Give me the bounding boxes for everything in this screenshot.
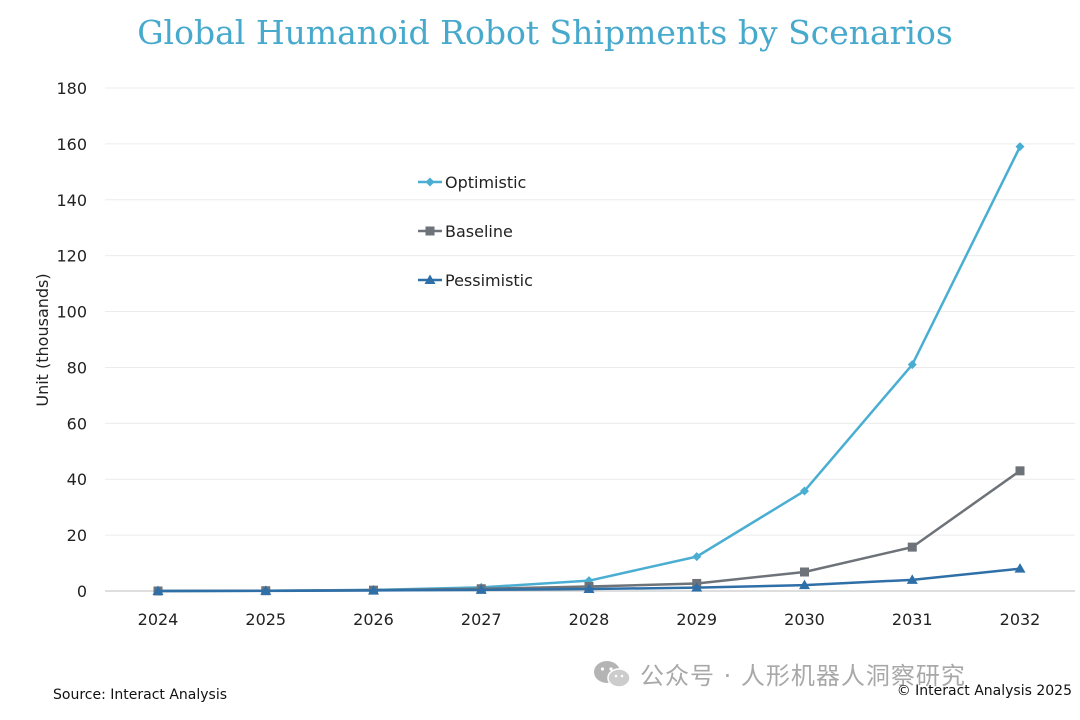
legend-item-optimistic: Optimistic	[418, 173, 526, 192]
y-tick-label: 180	[56, 79, 87, 98]
y-tick-label: 20	[67, 526, 87, 545]
x-tick-label: 2027	[461, 610, 502, 629]
legend-marker	[425, 177, 435, 187]
legend-marker	[424, 274, 436, 284]
data-point	[368, 584, 379, 595]
y-tick-label: 40	[67, 470, 87, 489]
y-axis-label: Unit (thousands)	[33, 273, 52, 406]
watermark: 公众号 · 人形机器人洞察研究	[592, 656, 966, 691]
y-axis-ticks: 0 20 40 60 80 100 120 140 160 180	[56, 79, 87, 601]
data-point	[1014, 563, 1026, 573]
x-tick-label: 2032	[1000, 610, 1041, 629]
y-tick-label: 0	[77, 582, 87, 601]
data-point	[906, 574, 918, 584]
y-tick-label: 100	[56, 303, 87, 322]
data-point	[152, 585, 164, 595]
data-point	[583, 583, 595, 594]
data-point	[799, 579, 810, 590]
y-tick-label: 80	[67, 358, 87, 377]
data-point	[1015, 142, 1025, 152]
data-point	[260, 585, 272, 595]
y-tick-label: 60	[67, 414, 87, 433]
series	[152, 142, 1026, 596]
x-axis-ticks: 2024 2025 2026 2027 2028 2029 2030 2031 2032	[138, 610, 1041, 629]
data-point	[692, 552, 702, 562]
watermark-text: 公众号 · 人形机器人洞察研究	[640, 662, 966, 690]
wechat-icon	[594, 660, 631, 688]
x-tick-label: 2026	[353, 610, 394, 629]
x-tick-label: 2031	[892, 610, 933, 629]
x-tick-label: 2028	[569, 610, 610, 629]
legend-label: Baseline	[445, 222, 513, 241]
data-point	[800, 567, 809, 577]
y-tick-label: 160	[56, 135, 87, 154]
y-tick-label: 120	[56, 247, 87, 266]
x-tick-label: 2030	[784, 610, 825, 629]
source-note: Source: Interact Analysis	[53, 687, 228, 703]
x-tick-label: 2029	[676, 610, 717, 629]
legend-item-baseline: Baseline	[418, 222, 513, 241]
legend-item-pessimistic: Pessimistic	[418, 271, 533, 290]
legend-marker	[425, 226, 435, 236]
data-point	[907, 360, 917, 370]
chart-title: Global Humanoid Robot Shipments by Scena…	[137, 13, 953, 52]
data-point	[691, 582, 703, 592]
x-tick-label: 2024	[138, 610, 179, 629]
series-optimistic	[153, 142, 1025, 596]
series-pessimistic	[152, 563, 1026, 595]
legend-label: Pessimistic	[445, 271, 533, 290]
y-tick-label: 140	[56, 191, 87, 210]
series-line	[157, 146, 1022, 593]
copyright-note: © Interact Analysis 2025	[896, 683, 1072, 699]
series-baseline	[153, 466, 1025, 596]
data-point	[475, 584, 487, 594]
data-point	[800, 486, 809, 496]
legend-label: Optimistic	[445, 173, 526, 192]
data-point	[1015, 466, 1025, 476]
legend: Optimistic Baseline Pessimistic	[418, 173, 533, 290]
data-point	[907, 542, 917, 552]
series-line	[157, 469, 1021, 593]
gridlines	[105, 87, 1075, 536]
x-tick-label: 2025	[245, 610, 286, 629]
